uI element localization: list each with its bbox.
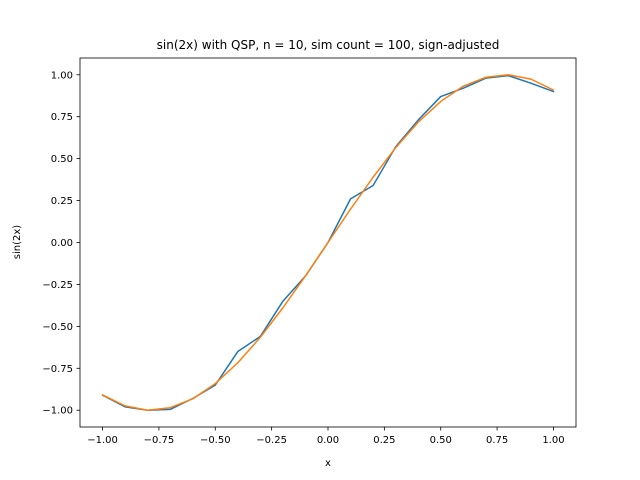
y-tick-label: −0.75 bbox=[42, 364, 73, 375]
x-tick-label: −0.50 bbox=[200, 435, 231, 446]
x-axis-label: x bbox=[325, 458, 331, 469]
chart-title: sin(2x) with QSP, n = 10, sim count = 10… bbox=[157, 38, 500, 52]
x-tick-label: −0.25 bbox=[256, 435, 287, 446]
y-tick-label: −0.50 bbox=[42, 322, 73, 333]
x-tick-label: −1.00 bbox=[87, 435, 118, 446]
y-tick-label: 0.25 bbox=[51, 196, 73, 207]
y-tick-label: 0.75 bbox=[51, 112, 73, 123]
y-tick-label: 0.00 bbox=[51, 238, 73, 249]
y-tick-label: 1.00 bbox=[51, 70, 73, 81]
y-axis: −1.00 −0.75 −0.50 −0.25 0.00 0.25 0.50 0.75 1.00 bbox=[42, 70, 80, 417]
x-axis: −1.00 −0.75 −0.50 −0.25 0.00 0.25 0.50 0.75 1.00 bbox=[87, 427, 565, 446]
y-tick-label: 0.50 bbox=[51, 154, 73, 165]
x-tick-label: 0.00 bbox=[317, 435, 339, 446]
y-tick-label: −0.25 bbox=[42, 280, 73, 291]
series-layer bbox=[101, 74, 555, 411]
x-tick-label: 0.75 bbox=[486, 435, 508, 446]
x-tick-label: −0.75 bbox=[144, 435, 175, 446]
x-tick-label: 0.25 bbox=[373, 435, 395, 446]
y-axis-label: sin(2x) bbox=[12, 225, 23, 260]
x-tick-label: 0.50 bbox=[430, 435, 452, 446]
y-tick-label: −1.00 bbox=[42, 406, 73, 417]
series-line-2 bbox=[101, 74, 555, 411]
x-tick-label: 1.00 bbox=[542, 435, 564, 446]
